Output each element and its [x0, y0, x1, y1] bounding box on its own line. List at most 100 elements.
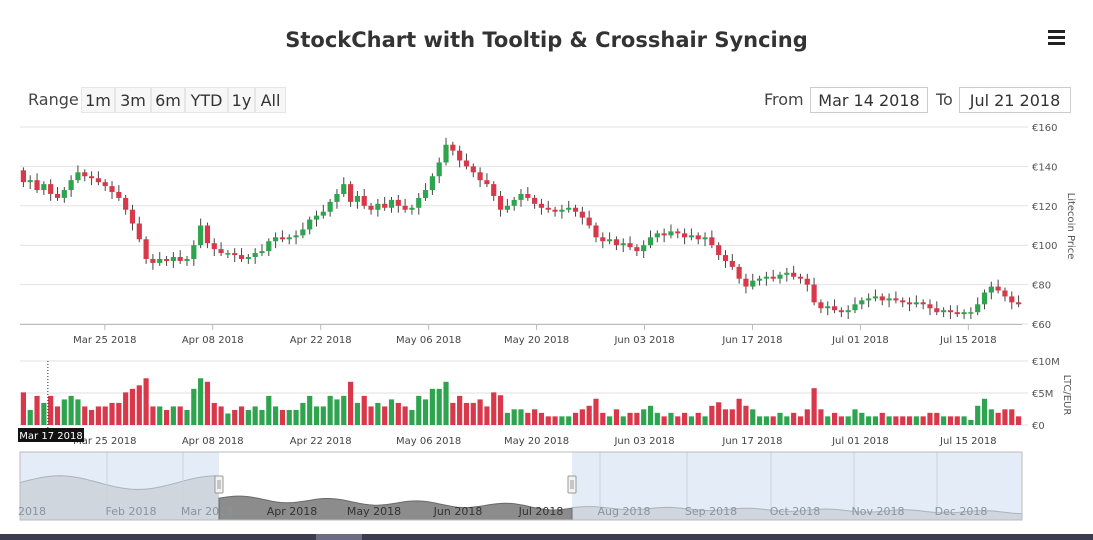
volume-bar[interactable] — [900, 416, 906, 425]
volume-bar[interactable] — [300, 402, 306, 425]
volume-bar[interactable] — [273, 406, 279, 425]
navigator-left-handle[interactable] — [214, 475, 224, 494]
volume-bar[interactable] — [266, 395, 272, 425]
candle-body[interactable] — [586, 217, 592, 226]
volume-bar[interactable] — [354, 402, 360, 425]
volume-bar[interactable] — [102, 406, 108, 425]
candle-body[interactable] — [457, 150, 463, 161]
volume-bar[interactable] — [218, 406, 224, 425]
volume-bar[interactable] — [123, 392, 129, 425]
volume-bar[interactable] — [607, 416, 613, 425]
volume-bar[interactable] — [709, 405, 715, 425]
candle-body[interactable] — [484, 180, 490, 185]
candle-body[interactable] — [1016, 302, 1022, 305]
candle-body[interactable] — [20, 170, 26, 183]
volume-bar[interactable] — [375, 402, 381, 425]
candle-body[interactable] — [538, 203, 545, 208]
volume-bar[interactable] — [784, 416, 790, 425]
candle-body[interactable] — [934, 308, 940, 313]
candle-body[interactable] — [688, 235, 694, 238]
candle-body[interactable] — [279, 237, 286, 240]
hamburger-menu-icon[interactable] — [1045, 28, 1067, 48]
volume-bar[interactable] — [95, 406, 101, 425]
volume-bar[interactable] — [702, 416, 708, 425]
volume-bar[interactable] — [402, 406, 408, 425]
candle-body[interactable] — [238, 255, 245, 259]
candle-body[interactable] — [641, 245, 647, 252]
volume-bar[interactable] — [981, 398, 988, 425]
volume-bar[interactable] — [831, 412, 838, 425]
volume-bar[interactable] — [170, 406, 176, 425]
volume-bar[interactable] — [852, 409, 858, 425]
candle-body[interactable] — [395, 199, 401, 206]
candle-body[interactable] — [232, 253, 238, 256]
candle-body[interactable] — [157, 258, 163, 263]
volume-bar[interactable] — [348, 381, 354, 425]
volume-bar[interactable] — [395, 402, 401, 425]
volume-bar[interactable] — [382, 406, 388, 425]
volume-bar[interactable] — [811, 388, 817, 425]
candle-body[interactable] — [988, 286, 994, 293]
candle-body[interactable] — [729, 260, 735, 267]
volume-bar[interactable] — [82, 406, 88, 425]
volume-bar[interactable] — [129, 388, 136, 425]
volume-bar[interactable] — [470, 402, 476, 425]
volume-bar[interactable] — [88, 409, 95, 425]
volume-bar[interactable] — [416, 395, 422, 425]
candle-body[interactable] — [307, 219, 313, 230]
volume-bar[interactable] — [20, 392, 26, 425]
volume-bar[interactable] — [443, 381, 449, 425]
candle-body[interactable] — [716, 245, 722, 256]
volume-bar[interactable] — [804, 409, 810, 425]
candle-body[interactable] — [579, 211, 585, 218]
candle-body[interactable] — [354, 195, 360, 202]
to-date-input[interactable]: Jul 21 2018 — [959, 87, 1071, 113]
candle-body[interactable] — [920, 302, 926, 305]
volume-bar[interactable] — [136, 385, 142, 425]
candle-body[interactable] — [368, 205, 374, 210]
volume-bar[interactable] — [252, 406, 258, 425]
volume-bar[interactable] — [859, 412, 865, 425]
candle-body[interactable] — [204, 225, 211, 244]
candle-body[interactable] — [41, 184, 47, 191]
candle-body[interactable] — [981, 292, 988, 305]
volume-bar[interactable] — [238, 406, 245, 425]
volume-bar[interactable] — [825, 416, 831, 425]
candle-body[interactable] — [497, 195, 504, 210]
volume-bar[interactable] — [532, 409, 538, 425]
candle-body[interactable] — [613, 239, 620, 246]
volume-bar[interactable] — [750, 409, 756, 425]
candle-body[interactable] — [334, 193, 340, 202]
candle-body[interactable] — [116, 192, 122, 198]
volume-bar[interactable] — [566, 416, 572, 425]
candle-body[interactable] — [102, 182, 108, 187]
candle-body[interactable] — [382, 203, 388, 208]
page-scrollbar[interactable] — [0, 534, 1093, 540]
volume-bar[interactable] — [409, 409, 415, 425]
candle-body[interactable] — [600, 237, 606, 242]
candle-body[interactable] — [341, 184, 347, 194]
volume-bar[interactable] — [559, 416, 565, 425]
volume-bar[interactable] — [722, 409, 729, 425]
volume-bar[interactable] — [191, 388, 197, 425]
volume-bar[interactable] — [109, 402, 115, 425]
volume-bar[interactable] — [647, 405, 654, 425]
candle-body[interactable] — [654, 233, 660, 238]
volume-bar[interactable] — [177, 406, 183, 425]
candle-body[interactable] — [607, 239, 613, 242]
candle-body[interactable] — [559, 209, 565, 212]
candle-body[interactable] — [647, 237, 654, 246]
candle-body[interactable] — [532, 197, 538, 204]
volume-bar[interactable] — [450, 402, 456, 425]
range-button-ytd[interactable]: YTD — [185, 87, 228, 113]
volume-bar[interactable] — [491, 392, 497, 425]
candle-body[interactable] — [763, 276, 769, 279]
candle-body[interactable] — [198, 225, 204, 246]
candle-body[interactable] — [511, 199, 517, 206]
volume-bar[interactable] — [729, 409, 735, 425]
volume-bar[interactable] — [484, 406, 490, 425]
range-button-3m[interactable]: 3m — [115, 87, 151, 113]
candle-body[interactable] — [129, 209, 136, 224]
candle-body[interactable] — [797, 276, 804, 279]
range-button-1m[interactable]: 1m — [81, 87, 115, 113]
